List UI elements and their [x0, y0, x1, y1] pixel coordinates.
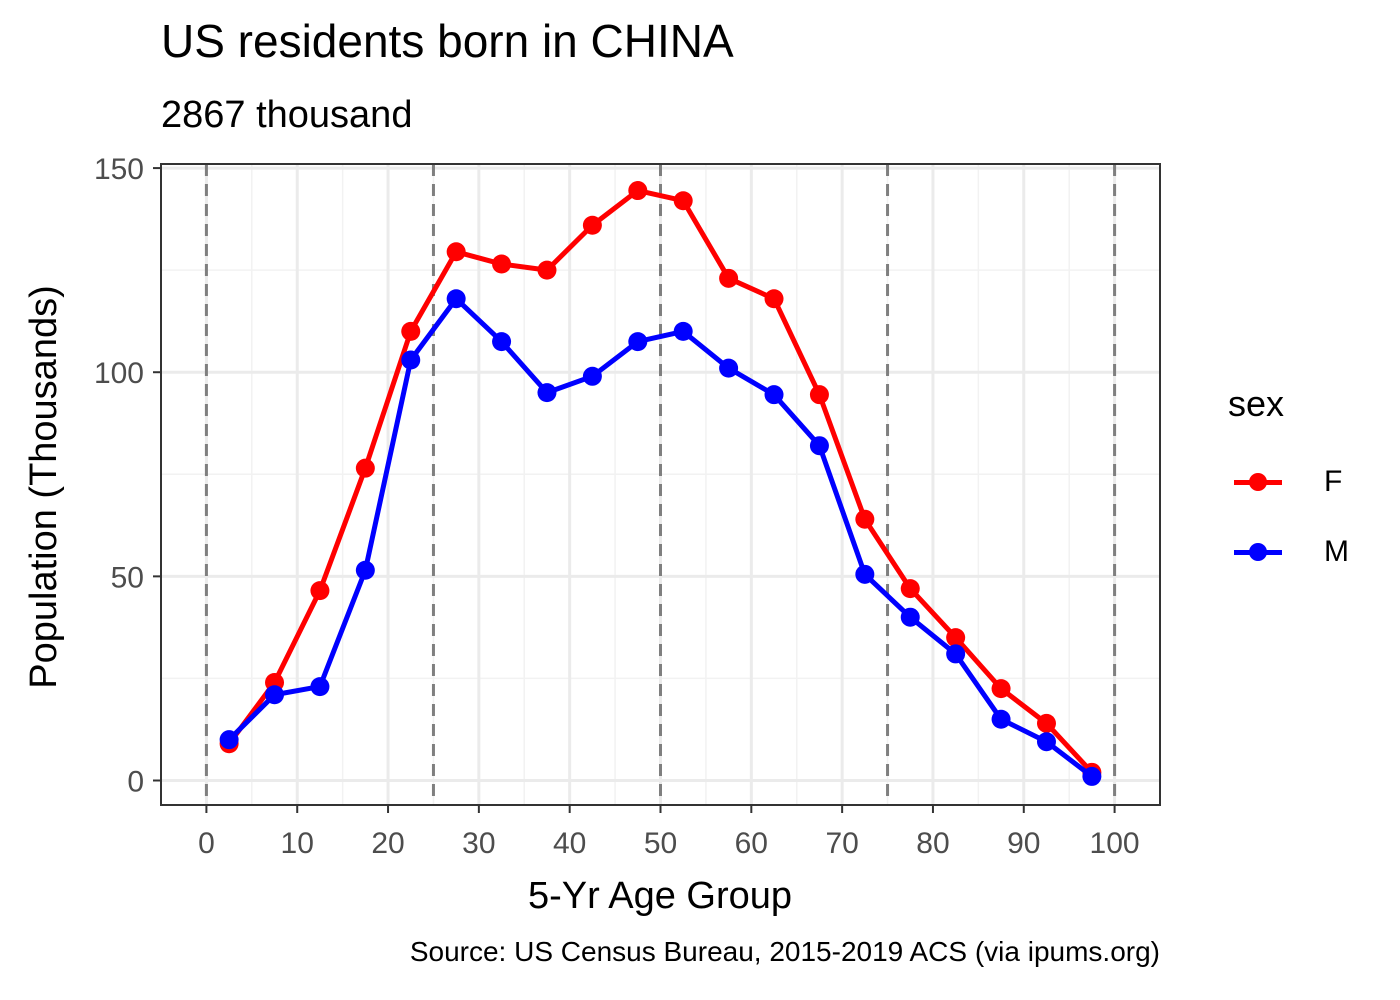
data-point-m — [1082, 766, 1102, 786]
y-tick-label: 150 — [94, 153, 144, 186]
x-tick-label: 10 — [281, 827, 314, 860]
legend-key-f — [1228, 460, 1288, 504]
data-point-f — [1036, 713, 1056, 733]
data-point-m — [673, 321, 693, 341]
legend-item-f: F — [1228, 460, 1349, 504]
data-point-f — [946, 628, 966, 648]
x-tick-label: 50 — [644, 827, 677, 860]
data-point-f — [719, 268, 739, 288]
x-tick-label: 30 — [462, 827, 495, 860]
data-point-m — [401, 350, 421, 370]
data-point-f — [809, 385, 829, 405]
data-point-m — [855, 564, 875, 584]
data-point-f — [446, 242, 466, 262]
chart-subtitle: 2867 thousand — [161, 94, 413, 136]
legend-title: sex — [1228, 383, 1285, 424]
data-point-m — [310, 677, 330, 697]
legend-key-m — [1228, 530, 1288, 574]
y-tick-label: 100 — [94, 357, 144, 390]
data-point-m — [900, 607, 920, 627]
y-tick-label: 0 — [127, 766, 144, 799]
data-point-f — [673, 191, 693, 211]
data-point-m — [628, 332, 648, 352]
y-tick-label: 50 — [111, 561, 144, 594]
legend-label-m: M — [1324, 535, 1349, 568]
data-point-m — [537, 383, 557, 403]
series-layer — [219, 181, 1102, 786]
data-point-m — [764, 385, 784, 405]
reference-lines — [204, 164, 1117, 805]
x-tick-label: 70 — [825, 827, 858, 860]
data-point-f — [401, 321, 421, 341]
legend-item-m: M — [1228, 530, 1349, 574]
series-line-f — [227, 188, 1094, 775]
chart-title: US residents born in CHINA — [161, 15, 734, 67]
data-point-m — [946, 644, 966, 664]
data-point-m — [1036, 732, 1056, 752]
data-point-f — [310, 581, 330, 601]
x-tick-label: 80 — [916, 827, 949, 860]
data-point-m — [355, 560, 375, 580]
x-axis-title: 5-Yr Age Group — [528, 875, 792, 917]
data-point-f — [537, 260, 557, 280]
x-tick-label: 0 — [198, 827, 215, 860]
legend-label-f: F — [1324, 465, 1343, 498]
series-line-m — [227, 296, 1094, 779]
x-tick-label: 40 — [553, 827, 586, 860]
data-point-m — [446, 289, 466, 309]
x-tick-label: 20 — [371, 827, 404, 860]
data-point-f — [628, 181, 648, 201]
data-point-m — [219, 730, 239, 750]
data-point-m — [492, 332, 512, 352]
axes: 0 10 20 30 40 50 60 70 80 90 100 0 50 100 150 — [94, 153, 1140, 860]
data-point-f — [855, 509, 875, 529]
chart-caption: Source: US Census Bureau, 2015-2019 ACS … — [409, 936, 1160, 967]
data-point-m — [991, 709, 1011, 729]
x-tick-label: 90 — [1007, 827, 1040, 860]
data-point-f — [991, 679, 1011, 699]
data-point-f — [764, 289, 784, 309]
data-point-f — [582, 215, 602, 235]
data-point-m — [265, 685, 285, 705]
data-point-m — [809, 436, 829, 456]
data-point-f — [900, 579, 920, 599]
data-point-m — [719, 358, 739, 378]
x-tick-label: 100 — [1090, 827, 1140, 860]
data-point-m — [582, 366, 602, 386]
data-point-f — [355, 458, 375, 478]
y-axis-title: Population (Thousands) — [23, 285, 65, 688]
x-tick-label: 60 — [735, 827, 768, 860]
data-point-f — [492, 254, 512, 274]
